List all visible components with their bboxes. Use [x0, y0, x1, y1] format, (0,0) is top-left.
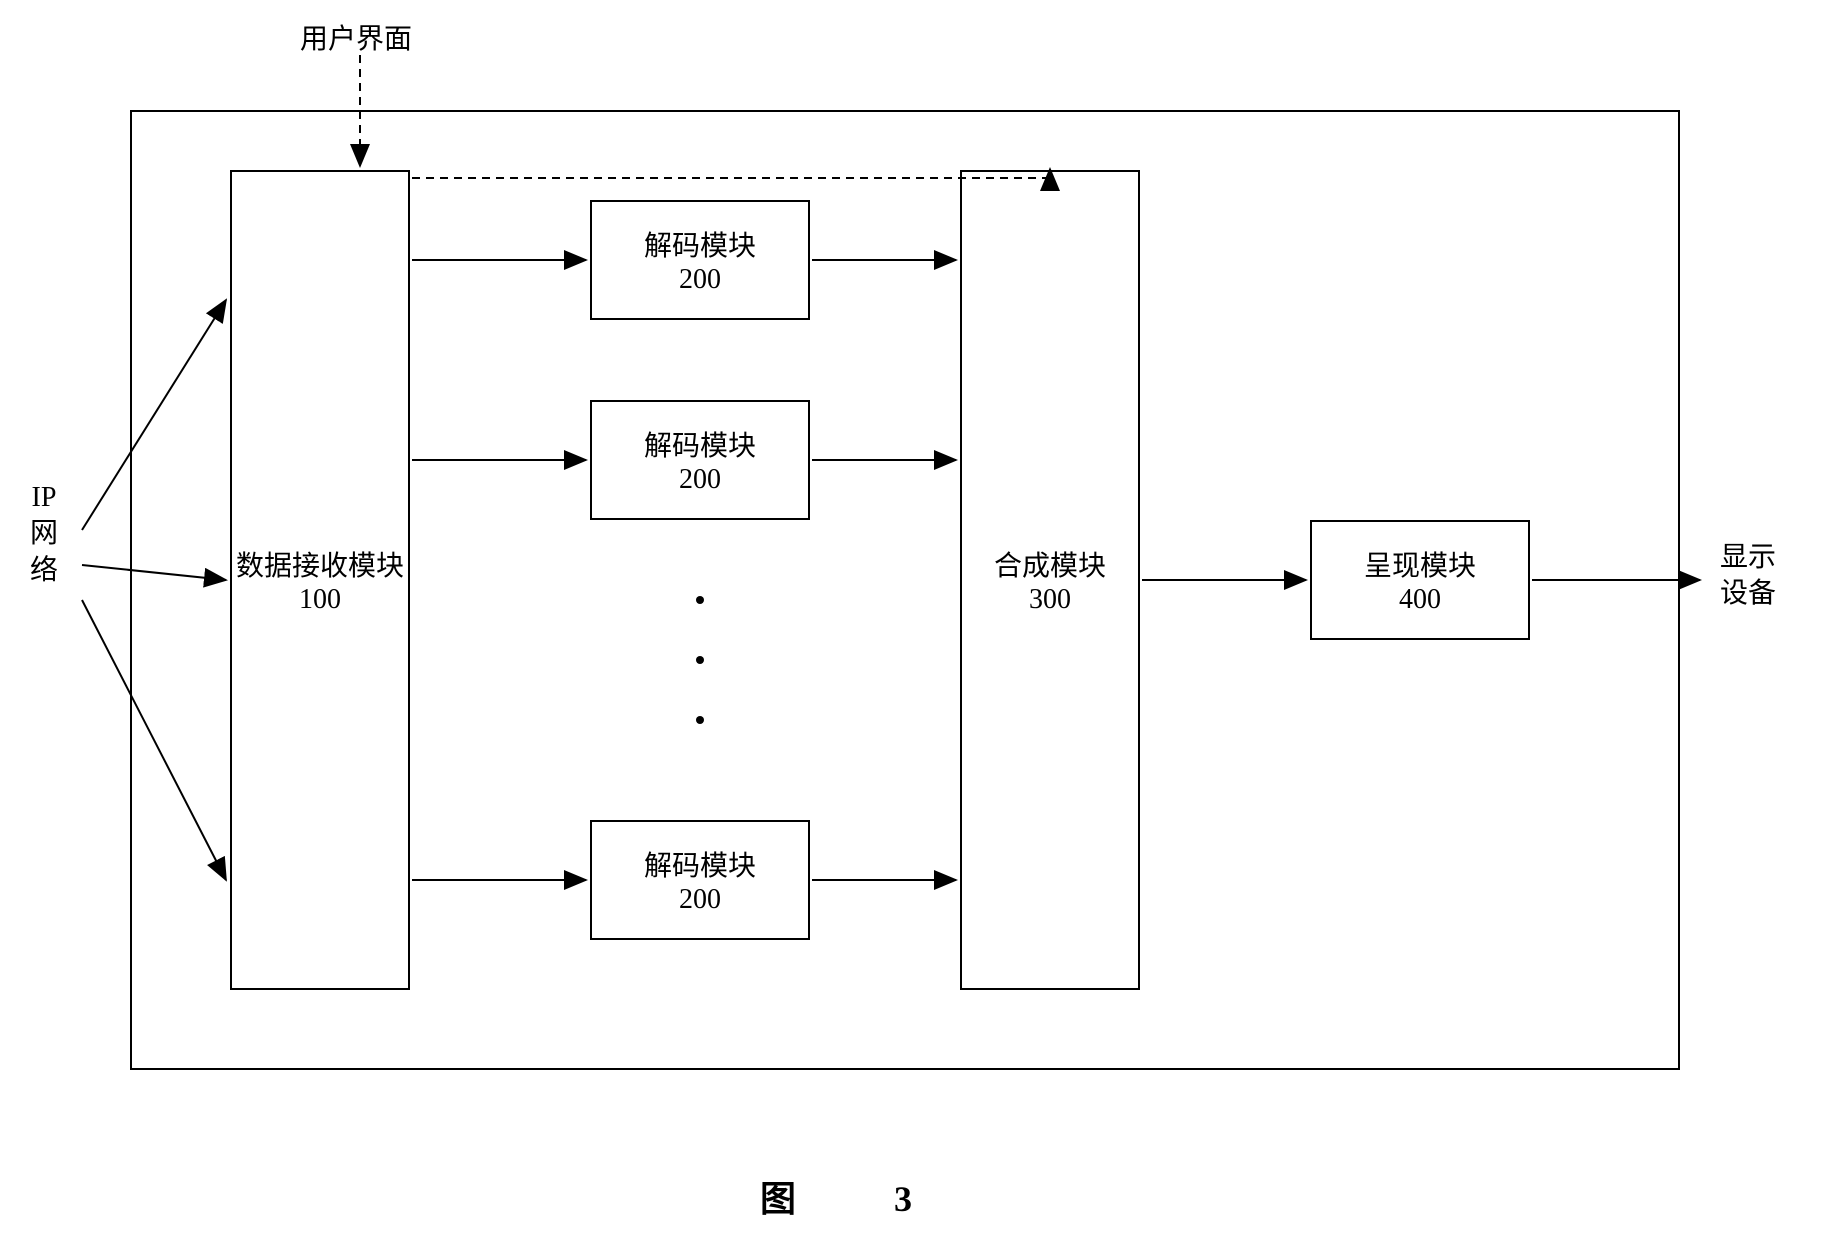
present-module: 呈现模块 400	[1310, 520, 1530, 640]
decode-name-2: 解码模块	[644, 424, 756, 464]
decode-module-2: 解码模块 200	[590, 400, 810, 520]
ip-network-line3: 络	[30, 553, 58, 589]
decode-id-2: 200	[679, 464, 721, 496]
compose-name: 合成模块	[994, 544, 1106, 584]
decode-id-3: 200	[679, 884, 721, 916]
figure-word: 图	[760, 1179, 796, 1219]
decode-module-3: 解码模块 200	[590, 820, 810, 940]
display-device-label: 显示 设备	[1720, 540, 1776, 613]
data-receive-id: 100	[299, 584, 341, 616]
decode-module-1: 解码模块 200	[590, 200, 810, 320]
figure-caption: 图 3	[760, 1170, 912, 1222]
user-interface-label: 用户界面	[300, 20, 412, 59]
present-name: 呈现模块	[1364, 544, 1476, 584]
data-receive-name: 数据接收模块	[236, 544, 404, 584]
decode-id-1: 200	[679, 264, 721, 296]
present-id: 400	[1399, 584, 1441, 616]
display-device-line1: 显示	[1720, 540, 1776, 576]
display-device-line2: 设备	[1720, 576, 1776, 612]
ip-network-line1: IP	[30, 480, 58, 516]
figure-number: 3	[894, 1179, 912, 1219]
compose-module: 合成模块 300	[960, 170, 1140, 990]
compose-id: 300	[1029, 584, 1071, 616]
data-receive-module: 数据接收模块 100	[230, 170, 410, 990]
user-interface-text: 用户界面	[300, 24, 412, 55]
decode-name-1: 解码模块	[644, 224, 756, 264]
ip-network-line2: 网	[30, 516, 58, 552]
ip-network-label: IP 网 络	[30, 480, 58, 589]
decode-name-3: 解码模块	[644, 844, 756, 884]
